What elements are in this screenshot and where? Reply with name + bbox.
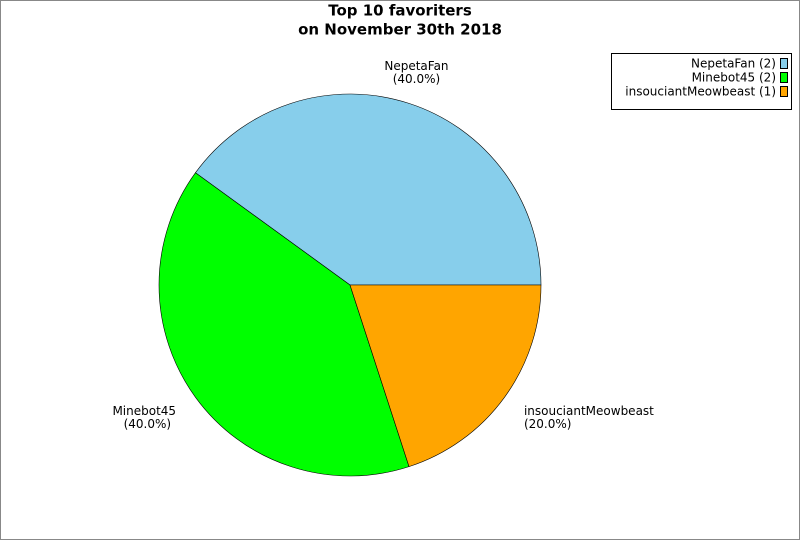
slice-value-label: (40.0%) [124, 417, 171, 431]
legend-label: Minebot45 (2) [692, 71, 776, 85]
legend-box [611, 53, 792, 110]
slice-value-label: (20.0%) [524, 417, 571, 431]
chart-subtitle: on November 30th 2018 [298, 21, 502, 39]
slice-label: insouciantMeowbeast [524, 404, 654, 418]
slice-value-label: (40.0%) [393, 72, 440, 86]
pie-slice [349, 284, 542, 468]
legend-label: NepetaFan (2) [691, 57, 776, 71]
slice-label: NepetaFan [384, 59, 448, 73]
legend-swatch [780, 72, 788, 83]
legend-swatch [780, 86, 788, 97]
slice-label: Minebot45 [112, 404, 176, 418]
chart-title: Top 10 favoriters [328, 2, 472, 20]
pie-slice [195, 93, 542, 286]
legend-label: insouciantMeowbeast (1) [625, 85, 776, 99]
pie-slice [158, 172, 410, 477]
legend-swatch [780, 58, 788, 69]
